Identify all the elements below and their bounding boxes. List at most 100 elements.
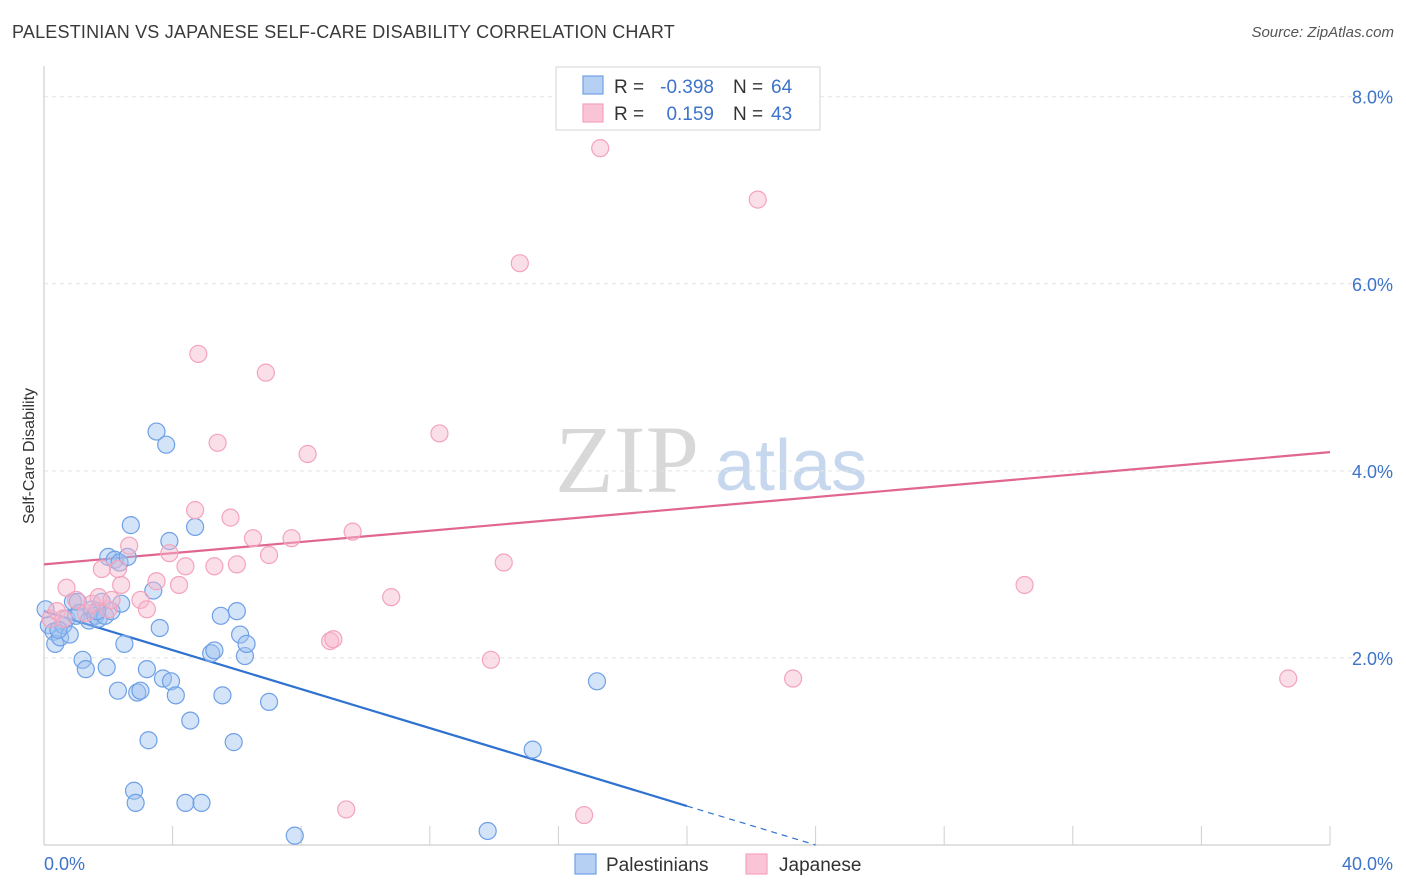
japanese-point-14 [131,590,150,610]
japanese-point-17 [160,544,179,563]
legend-r-value-1: -0.398 [660,77,714,98]
palestinian-point-33 [131,681,150,700]
legend-label-palestinians: Palestinians [606,855,708,876]
y-tick-labels: 2.0% 4.0% 6.0% 8.0% [1352,88,1393,669]
japanese-point-45 [1015,575,1034,595]
palestinian-point-7 [60,625,79,644]
japanese-point-31 [321,631,340,651]
legend-label-japanese: Japanese [779,855,861,876]
y-tick-label-3: 8.0% [1352,88,1393,108]
palestinian-trend-line [43,610,688,808]
japanese-point-26 [243,529,263,548]
palestinian-point-54 [231,625,250,644]
japanese-point-39 [510,254,529,273]
japanese-point-24 [221,508,240,527]
palestinian-point-49 [205,641,224,660]
legend-r-label-2: R = [614,104,644,125]
chart-title: PALESTINIAN VS JAPANESE SELF-CARE DISABI… [12,22,675,42]
palestinian-point-27 [115,634,134,653]
palestinian-point-42 [161,672,181,691]
japanese-point-40 [575,805,594,825]
data-points [36,104,1298,845]
japanese-point-18 [169,575,189,595]
palestinian-point-46 [186,517,205,537]
y-tick-label-0: 2.0% [1352,649,1393,669]
grid-lines [44,96,1393,659]
japanese-point-15 [137,600,156,619]
japanese-point-10 [102,590,121,610]
palestinian-point-38 [150,618,169,638]
correlation-legend: R = -0.398 N = 64 R = 0.159 N = 43 [555,66,821,131]
japanese-point-41 [591,139,610,158]
palestinian-point-35 [139,731,158,750]
japanese-point-13 [120,536,139,555]
japanese-point-12 [112,575,131,595]
watermark-atlas: atlas [715,426,867,506]
japanese-point-23 [208,433,227,452]
japanese-point-21 [189,344,208,364]
palestinian-point-13 [76,660,95,679]
palestinian-point-61 [587,672,607,691]
y-tick-label-1: 4.0% [1352,462,1393,482]
palestinian-point-43 [166,686,185,705]
japanese-point-5 [76,603,95,623]
palestinian-point-34 [137,660,156,679]
x-tick-label-max: 40.0% [1342,854,1393,874]
legend-swatch-palestinians-bottom [574,853,597,875]
palestinian-point-32 [128,683,147,702]
legend-r-label-1: R = [614,77,644,98]
y-tick-label-2: 6.0% [1352,275,1393,295]
palestinian-point-24 [108,681,128,700]
legend-swatch-japanese-bottom [745,853,768,875]
legend-swatch-japanese [582,103,604,123]
japanese-trend-line [43,451,1331,566]
series-legend: Palestinians Japanese [574,853,861,876]
palestinian-point-47 [192,793,211,813]
japanese-point-46 [1279,669,1298,688]
trend-lines [43,451,1331,846]
palestinian-point-50 [211,606,230,625]
palestinian-point-58 [285,826,304,845]
palestinian-point-56 [237,634,256,653]
y-axis-label: Self-Care Disability [21,388,38,524]
palestinian-point-28 [118,547,137,567]
legend-r-value-2: 0.159 [666,104,714,125]
palestinian-point-53 [227,602,246,621]
legend-n-label-1: N = [733,77,763,98]
japanese-point-6 [83,594,102,613]
japanese-point-22 [205,557,224,576]
japanese-point-43 [748,190,767,209]
source-label: Source: ZipAtlas.com [1251,24,1394,41]
japanese-point-32 [324,630,343,649]
watermark-zip: ZIP [555,406,699,513]
japanese-point-8 [92,559,111,579]
japanese-point-29 [282,529,301,548]
japanese-point-16 [147,572,166,591]
japanese-point-2 [54,609,73,628]
japanese-point-36 [430,424,449,443]
japanese-point-44 [783,669,803,688]
palestinian-point-45 [181,711,200,730]
japanese-point-0 [41,609,60,628]
japanese-point-20 [186,501,205,520]
palestinian-point-57 [259,692,279,711]
japanese-point-34 [343,522,362,541]
palestinian-trend-line-extension [686,805,816,846]
palestinian-point-59 [478,821,497,841]
legend-n-label-2: N = [733,104,763,125]
legend-swatch-palestinians [582,75,604,95]
palestinian-point-51 [213,686,232,705]
palestinian-point-48 [202,644,221,663]
japanese-point-1 [47,602,66,621]
legend-n-value-2: 43 [771,104,792,125]
japanese-point-37 [481,650,500,669]
japanese-point-28 [259,545,279,565]
japanese-point-19 [176,557,195,576]
japanese-point-33 [337,800,356,819]
x-tick-label-min: 0.0% [44,854,85,874]
japanese-point-38 [494,553,513,572]
japanese-point-25 [227,555,246,574]
palestinian-point-60 [523,740,542,759]
palestinian-point-52 [224,733,243,752]
